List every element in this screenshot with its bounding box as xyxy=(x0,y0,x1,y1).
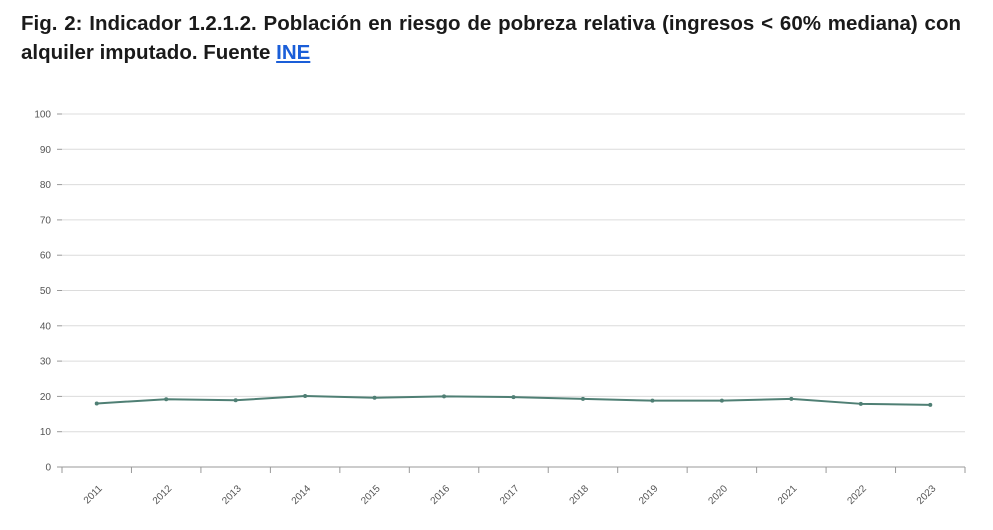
data-point[interactable] xyxy=(511,395,516,400)
y-tick-label: 10 xyxy=(40,427,52,438)
y-tick-label: 80 xyxy=(40,180,52,191)
x-tick-label: 2020 xyxy=(706,483,730,507)
data-point[interactable] xyxy=(94,401,99,406)
data-point[interactable] xyxy=(650,398,655,403)
chart-series xyxy=(94,394,933,407)
y-tick-label: 20 xyxy=(40,392,52,403)
y-tick-label: 40 xyxy=(40,321,52,332)
x-tick-label: 2022 xyxy=(845,483,869,507)
data-point[interactable] xyxy=(233,398,238,403)
y-tick-label: 70 xyxy=(40,215,52,226)
y-axis: 0 10 20 30 40 50 60 70 80 90 100 xyxy=(34,110,62,474)
x-axis: 2011 2012 2013 2014 2015 2016 2017 2018 2019 2020… xyxy=(61,467,966,507)
x-tick-label: 2011 xyxy=(82,483,105,506)
data-point[interactable] xyxy=(719,398,724,403)
y-tick-label: 90 xyxy=(40,145,52,156)
x-tick-label: 2012 xyxy=(151,483,175,507)
figure-caption: Fig. 2: Indicador 1.2.1.2. Población en … xyxy=(21,9,961,67)
y-tick-label: 60 xyxy=(40,251,52,262)
y-tick-label: 100 xyxy=(34,110,51,121)
data-point[interactable] xyxy=(372,395,377,400)
x-tick-label: 2014 xyxy=(290,483,314,507)
y-tick-label: 50 xyxy=(40,286,52,297)
data-point[interactable] xyxy=(442,394,447,399)
data-point[interactable] xyxy=(789,396,794,401)
x-tick-label: 2021 xyxy=(776,483,800,507)
data-point[interactable] xyxy=(303,394,308,399)
data-point[interactable] xyxy=(928,402,933,407)
chart-grid xyxy=(62,113,965,468)
x-tick-label: 2023 xyxy=(915,483,939,507)
x-tick-label: 2016 xyxy=(429,483,453,507)
source-link[interactable]: INE xyxy=(276,41,311,64)
caption-text: Fig. 2: Indicador 1.2.1.2. Población en … xyxy=(21,12,961,64)
y-tick-label: 30 xyxy=(40,357,52,368)
y-tick-label: 0 xyxy=(45,463,51,474)
data-point[interactable] xyxy=(164,397,169,402)
x-tick-label: 2019 xyxy=(637,483,661,507)
x-tick-label: 2017 xyxy=(498,483,522,507)
data-point[interactable] xyxy=(858,401,863,406)
x-tick-label: 2015 xyxy=(359,483,383,507)
data-point[interactable] xyxy=(580,396,585,401)
x-tick-label: 2013 xyxy=(220,483,244,507)
x-tick-label: 2018 xyxy=(568,483,592,507)
